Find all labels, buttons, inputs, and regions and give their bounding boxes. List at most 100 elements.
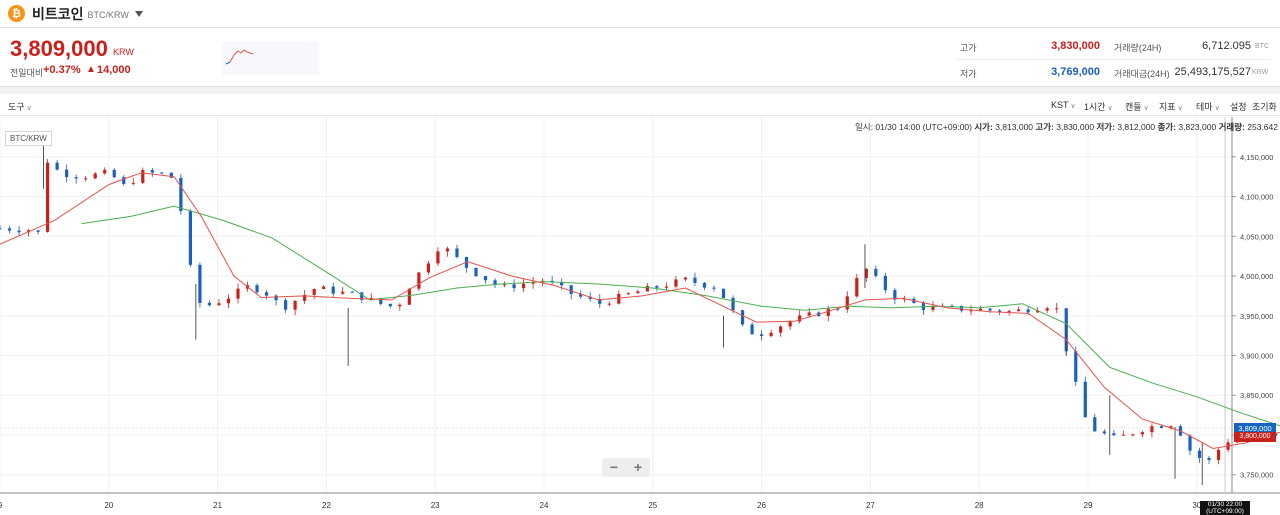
candle-body [522, 283, 526, 289]
price-unit: KRW [113, 47, 134, 57]
interval-menu[interactable]: 1시간 ∨ [1084, 100, 1113, 113]
symbol-tag: BTC/KRW [5, 131, 52, 146]
candle-body [493, 280, 497, 286]
volume-value: 6,712.095 [1202, 40, 1251, 52]
x-tick-label: 23 [431, 501, 440, 510]
settings-button[interactable]: 설정 [1230, 102, 1247, 112]
candle-label: 캔들 [1125, 102, 1142, 112]
sparkline-line-down [225, 61, 231, 65]
candle-body [1093, 417, 1097, 432]
candle-body [331, 286, 335, 294]
chart-canvas[interactable]: 4,150,000 4,100,000 4,050,000 4,000,000 3,95… [0, 117, 1280, 515]
candle-menu[interactable]: 캔들 ∨ [1125, 100, 1149, 113]
candle-body [712, 287, 716, 289]
reset-button[interactable]: 초기화 [1252, 102, 1277, 112]
candle-body [826, 308, 830, 316]
candle-body [445, 248, 450, 252]
candle-body [807, 312, 811, 316]
crosshair-time-tag: 01/30 22:00 (UTC+09:00) [1200, 501, 1250, 515]
y-tick-label: 4,150,000 [1240, 153, 1273, 162]
candle-body [436, 251, 440, 264]
theme-menu[interactable]: 테마 ∨ [1196, 100, 1220, 113]
candle-body [1074, 351, 1078, 382]
ma-short-line [0, 172, 1280, 450]
interval-label: 1시간 [1084, 102, 1106, 112]
candle-body [674, 279, 678, 287]
change-rate: +0.37% [43, 64, 81, 76]
zoom-out-button[interactable]: − [609, 459, 619, 475]
candle-body [626, 293, 630, 295]
x-tick-label: 20 [104, 501, 113, 510]
ohlc-readout: 일시: 01/30 14:00 (UTC+09:00) 시가: 3,813,00… [855, 121, 1278, 133]
candle-body [560, 282, 564, 286]
candle-body [855, 277, 859, 297]
candle-body [312, 289, 316, 295]
y-tick-label: 3,850,000 [1240, 391, 1273, 400]
candle-body [150, 170, 154, 173]
candle-body [750, 324, 754, 335]
quote-panel: 3,809,000 KRW 전일대비 +0.37% ▲ 14,000 고가 3,… [0, 28, 1280, 87]
price-chart[interactable]: 4,150,000 4,100,000 4,050,000 4,000,000 3,95… [0, 117, 1280, 515]
candle-body [1083, 381, 1087, 418]
indicator-menu[interactable]: 지표 ∨ [1159, 100, 1183, 113]
crosshair-time-date: 01/30 22:00 [1207, 501, 1243, 508]
candle-body [236, 288, 240, 299]
candle-body [55, 162, 59, 170]
timezone-menu[interactable]: KST ∨ [1051, 100, 1076, 110]
x-tick-label: 30 [1192, 501, 1201, 510]
candle-body [721, 288, 726, 298]
candle-body [998, 310, 1002, 313]
ma-price-tag: 3,800,000 [1234, 432, 1276, 442]
candle-body [93, 173, 97, 179]
coin-name[interactable]: 비트코인 [32, 5, 84, 22]
x-tick-label: 25 [648, 501, 657, 510]
candle-body [683, 277, 688, 280]
candle-body [655, 285, 659, 288]
candle-body [760, 334, 764, 336]
candle-body [502, 284, 507, 286]
candle-body [379, 298, 383, 304]
candle-body [988, 308, 992, 311]
candle-body [207, 302, 212, 306]
x-tick-label: 9 [0, 501, 3, 510]
candle-body [607, 303, 611, 305]
candle-body [588, 296, 592, 299]
candle-body [959, 305, 964, 311]
ohlc-open: 3,813,000 [995, 122, 1034, 132]
candle-body [1207, 457, 1211, 460]
candle-body [1140, 432, 1144, 435]
candle-body [1055, 308, 1059, 310]
ohlc-open-label: 시가: [974, 122, 993, 132]
candle-body [322, 286, 326, 290]
candle-body [693, 277, 697, 283]
candle-body [950, 305, 954, 307]
tools-menu[interactable]: 도구 ∨ [8, 100, 32, 113]
candle-body [426, 263, 430, 273]
y-tick-label: 3,950,000 [1240, 312, 1273, 321]
candle-body [112, 169, 116, 178]
candle-body [0, 228, 2, 230]
candle-body [217, 303, 221, 306]
candle-body [131, 182, 135, 184]
candle-body [264, 292, 269, 296]
zoom-in-button[interactable]: + [633, 459, 643, 475]
caret-down-icon[interactable] [134, 10, 143, 17]
candle-body [779, 326, 783, 333]
candle-body [978, 308, 983, 311]
candle-body [1169, 426, 1173, 428]
candle-body [893, 290, 897, 300]
candle-body [103, 169, 107, 174]
chevron-down-icon: ∨ [1214, 105, 1220, 112]
candle-body [931, 306, 935, 310]
volume-label: 거래량(24H) [1114, 43, 1162, 53]
coin-header: ₿ 비트코인 BTC/KRW [0, 0, 1280, 28]
candle-body [788, 321, 792, 327]
timezone-label: KST [1051, 100, 1069, 110]
chevron-down-icon: ∨ [1107, 105, 1113, 112]
ohlc-time-label: 일시: [854, 122, 873, 132]
candle-body [1159, 426, 1164, 428]
candle-body [1112, 433, 1116, 436]
candle-body [65, 169, 69, 178]
candle-body [274, 295, 278, 301]
candle-body [1150, 426, 1154, 433]
